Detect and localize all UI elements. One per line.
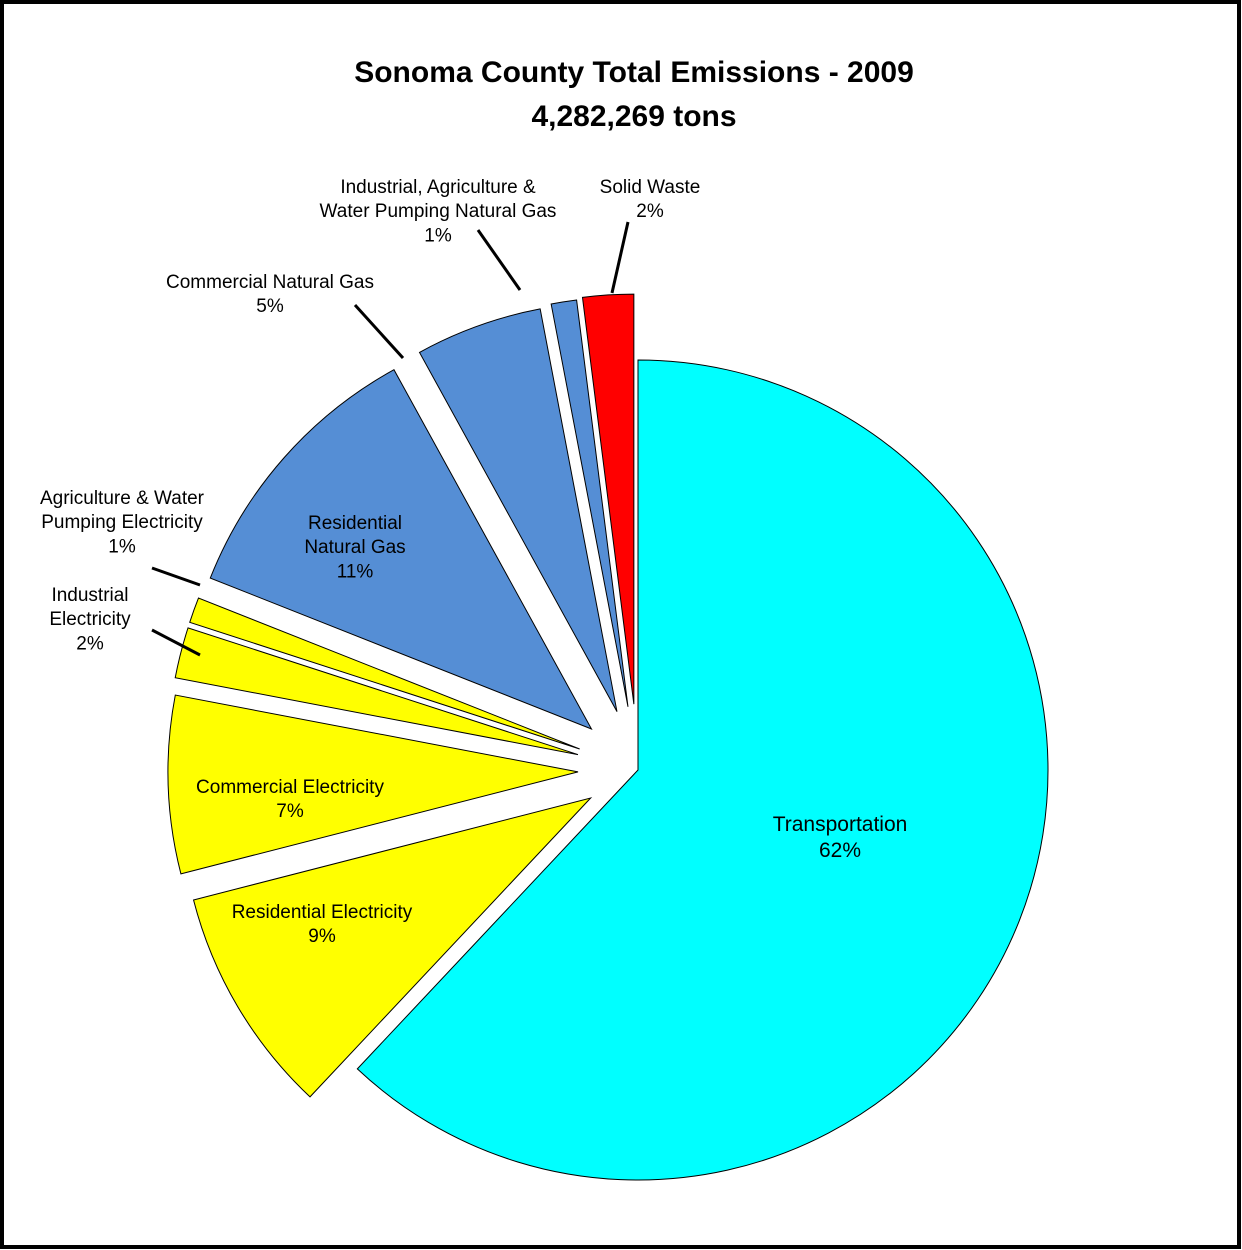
value-label: 9% (308, 926, 336, 947)
value-label: 2% (636, 201, 664, 222)
slice-label: Solid Waste (600, 177, 701, 198)
value-label: 62% (819, 839, 861, 862)
pie-slice (550, 299, 629, 707)
pie-slice (167, 694, 579, 875)
pie-slice (209, 369, 593, 730)
slice-label: Industrial, Agriculture & Water Pumping N… (320, 177, 557, 222)
value-label: 1% (108, 536, 136, 557)
slice-label: Agriculture & Water Pumping Electricity (40, 488, 205, 533)
pie-slice (189, 597, 580, 750)
leader-line (151, 628, 201, 657)
pie-slice (581, 293, 635, 705)
value-label: 5% (256, 296, 284, 317)
chart-title: Sonoma County Total Emissions - 2009 (354, 56, 914, 89)
slice-label: Residential Natural Gas (304, 513, 405, 558)
pie-slice (174, 627, 579, 756)
value-label: 2% (76, 633, 104, 654)
leader-line (610, 221, 630, 294)
value-label: 1% (424, 225, 452, 246)
leader-line (476, 229, 522, 291)
leader-line (151, 566, 201, 587)
slice-label: Residential Electricity (232, 902, 413, 923)
pie-slice (356, 359, 1049, 1181)
value-label: 11% (337, 561, 374, 582)
slice-label: Commercial Electricity (196, 777, 384, 798)
leader-line (353, 303, 405, 360)
slice-label: Commercial Natural Gas (166, 272, 374, 293)
slice-label: Transportation (773, 813, 908, 836)
slice-label: Industrial Electricity (49, 585, 131, 630)
value-label: 7% (276, 801, 304, 822)
pie-slice (418, 308, 618, 712)
pie-slice (192, 797, 593, 1098)
chart-subtitle: 4,282,269 tons (531, 100, 736, 133)
